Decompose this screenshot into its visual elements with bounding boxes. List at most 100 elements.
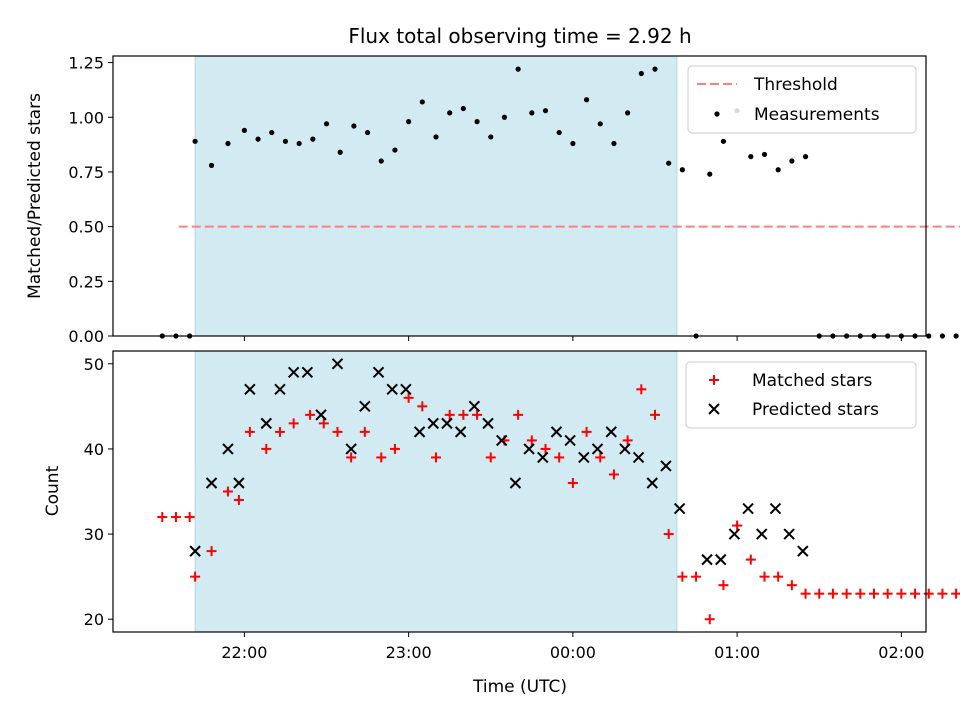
predicted-star-point [537, 451, 549, 464]
measurement-point [775, 167, 781, 173]
matched-star-point [581, 426, 592, 437]
measurement-point [460, 105, 466, 112]
predicted-star-point [728, 528, 741, 540]
measurement-point [296, 140, 302, 147]
matched-star-point [554, 452, 565, 463]
legend-predicted-swatch [708, 403, 720, 415]
predicted-star-point [701, 553, 713, 566]
predicted-star-point [400, 383, 412, 396]
matched-star-point [190, 571, 201, 582]
matched-star-point [274, 426, 285, 437]
predicted-star-point [482, 417, 494, 430]
predicted-star-point [287, 366, 300, 378]
measurement-point [364, 129, 371, 136]
top-ytick-label: 0.25 [68, 272, 104, 291]
measurement-point [597, 121, 603, 127]
predicted-star-point [742, 502, 754, 515]
top-ytick-label: 0.50 [68, 218, 104, 237]
matched-star-point [288, 418, 299, 429]
measurement-point [926, 333, 932, 339]
predicted-star-point [189, 545, 201, 557]
bottom-legend-box [685, 361, 917, 429]
matched-star-point [882, 588, 893, 599]
matched-star-point [359, 426, 370, 437]
predicted-star-point [468, 400, 481, 413]
matched-star-point [458, 409, 469, 420]
bottom-shaded-region [194, 350, 678, 633]
bottom-ytick-label: 40 [84, 440, 104, 459]
predicted-star-point [274, 383, 286, 396]
measurement-point [638, 70, 644, 77]
predicted-star-point [345, 443, 357, 455]
bottom-ytick-label: 20 [84, 610, 104, 629]
bottom-xtick-label: 02:00 [878, 643, 924, 662]
predicted-star-point [331, 358, 344, 370]
measurement-point [192, 138, 198, 144]
predicted-star-point [359, 400, 371, 413]
matched-star-point [855, 588, 866, 599]
measurement-point [337, 149, 343, 155]
measurement-point [529, 110, 535, 116]
top-ylabel: Matched/Predicted stars [25, 93, 45, 299]
measurement-point [282, 138, 289, 144]
measurement-point [488, 134, 494, 140]
legend-matched-swatch [709, 375, 719, 385]
measurement-point [474, 119, 480, 125]
measurement-point [310, 136, 316, 142]
measurement-point [208, 162, 215, 168]
matched-star-point [595, 452, 606, 463]
matched-star-point [841, 588, 852, 599]
matched-star-point [896, 588, 907, 599]
bottom-xtick-label: 22:00 [221, 643, 267, 662]
measurement-point [392, 147, 398, 153]
top-plot-frame [112, 55, 927, 337]
matched-star-point [814, 588, 825, 599]
predicted-star-point [605, 426, 617, 438]
bottom-xtick-label: 00:00 [550, 643, 596, 662]
legend-measurements-swatch [714, 111, 720, 117]
measurement-point [679, 167, 685, 173]
matched-star-point [431, 452, 442, 463]
predicted-star-point [783, 528, 795, 540]
matched-star-point [417, 401, 428, 412]
top-ytick-label: 0.00 [68, 327, 104, 346]
measurement-point [570, 140, 576, 147]
matched-star-point [346, 452, 357, 463]
predicted-star-point [233, 477, 245, 489]
measurement-point [789, 158, 795, 164]
measurement-point [323, 121, 330, 127]
matched-star-point [389, 443, 400, 454]
top-ytick-label: 0.75 [68, 163, 104, 182]
matched-star-point [745, 554, 756, 565]
top-ytick-label: 1.25 [68, 54, 104, 73]
matched-star-point [261, 443, 272, 454]
measurement-point [241, 127, 247, 133]
measurement-point [748, 154, 754, 160]
top-panel: 0.00 0.25 0.50 0.75 1.00 1.25 Matched/Predict… [25, 54, 960, 346]
matched-star-point [786, 580, 797, 591]
matched-star-point [244, 426, 255, 437]
measurement-point [939, 333, 946, 339]
matched-star-point [233, 495, 244, 506]
matched-star-point [650, 409, 660, 420]
matched-star-point [318, 418, 329, 429]
top-legend: Threshold Measurements [687, 65, 917, 134]
bottom-xtick-label: 23:00 [386, 643, 432, 662]
matched-star-point [332, 426, 343, 437]
matched-star-point [636, 384, 647, 395]
predicted-star-point [591, 443, 604, 455]
predicted-star-point [523, 443, 535, 455]
matched-star-point [157, 512, 168, 523]
measurement-point [720, 138, 727, 144]
measurement-point [515, 66, 521, 72]
predicted-star-point [441, 417, 453, 430]
matched-star-point [677, 571, 688, 582]
predicted-star-point [386, 383, 398, 396]
matched-star-point [718, 580, 729, 591]
matched-star-point [704, 614, 715, 625]
measurement-point [666, 160, 672, 166]
matched-star-point [472, 409, 483, 420]
measurement-point [225, 140, 231, 147]
measurement-point [433, 134, 439, 140]
